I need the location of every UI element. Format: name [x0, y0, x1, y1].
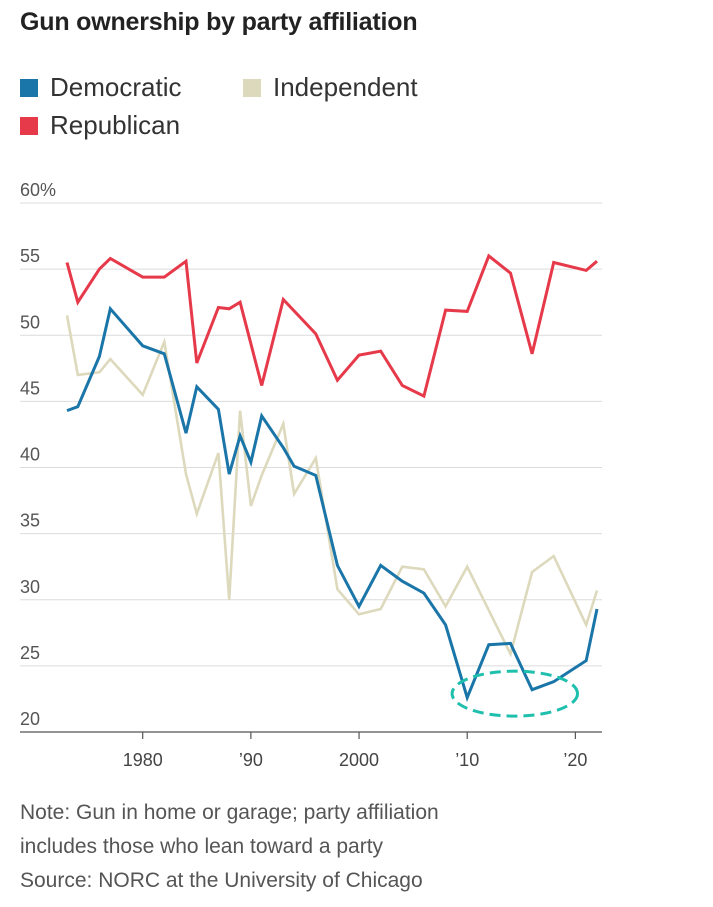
y-tick-label: 50	[20, 312, 40, 332]
series-line-republican	[65, 253, 598, 399]
y-tick-label: 20	[20, 709, 40, 729]
line-chart: 60% 55 50 45 40 35 30 25 20 1980 ’90 2000 ’10 ’20	[20, 180, 602, 770]
y-tick-label: 25	[20, 643, 40, 663]
y-tick-label: 60%	[20, 180, 56, 200]
legend-swatch-republican	[20, 116, 38, 135]
x-tick-label: 2000	[339, 750, 379, 770]
legend-label-republican: Republican	[50, 110, 181, 140]
y-tick-label: 45	[20, 378, 40, 398]
y-tick-label: 30	[20, 577, 40, 597]
legend-label-democratic: Democratic	[50, 72, 182, 102]
legend-item-independent: Independent	[243, 72, 418, 103]
note-line-2: includes those who lean toward a party	[20, 835, 384, 858]
chart-legend: Democratic Independent Republican	[20, 70, 620, 150]
source-line: Source: NORC at the University of Chicag…	[20, 869, 423, 892]
legend-swatch-democratic	[20, 78, 38, 97]
series-line-independent	[65, 315, 599, 658]
legend-swatch-independent	[243, 78, 261, 97]
y-tick-label: 40	[20, 445, 40, 465]
x-tick-label: ’10	[455, 750, 479, 770]
y-tick-label: 35	[20, 511, 40, 531]
note-line-1: Note: Gun in home or garage; party affil…	[20, 801, 439, 824]
x-tick-label: ’20	[563, 750, 587, 770]
series-line-democratic	[66, 305, 599, 703]
x-tick-label: ’90	[239, 750, 263, 770]
legend-label-independent: Independent	[273, 72, 418, 102]
legend-item-republican: Republican	[20, 110, 180, 141]
y-tick-label: 55	[20, 246, 40, 266]
x-tick-label: 1980	[123, 750, 163, 770]
chart-title: Gun ownership by party affiliation	[20, 8, 418, 36]
chart-notes: Note: Gun in home or garage; party affil…	[20, 796, 439, 898]
legend-item-democratic: Democratic	[20, 72, 181, 103]
annotation-dashed-ellipse	[450, 669, 580, 718]
